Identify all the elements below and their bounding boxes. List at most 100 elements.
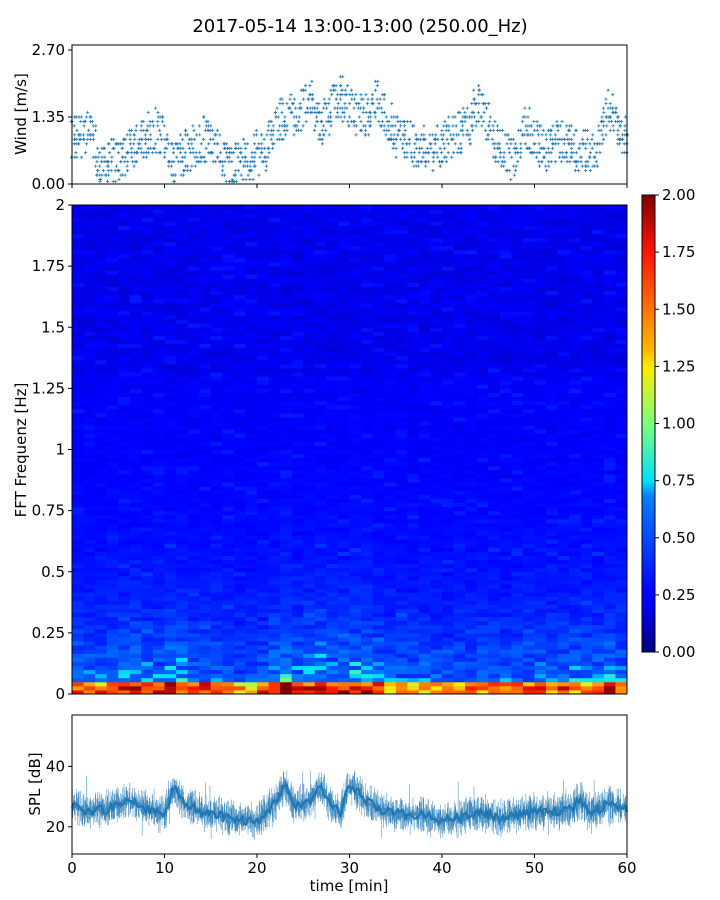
- spectrogram-cell: [129, 331, 142, 336]
- wind-point-1126: [556, 128, 560, 132]
- spectrogram-cell: [268, 665, 281, 671]
- wind-point-939: [472, 110, 476, 115]
- wind-point-121: [121, 142, 125, 146]
- spectrogram-cell: [268, 608, 281, 613]
- spectrogram-cell: [199, 490, 212, 495]
- wind-point-381: [234, 169, 238, 173]
- wind-point-338: [215, 128, 219, 132]
- spectrogram-cell: [129, 262, 142, 267]
- spectrogram-cell: [280, 653, 293, 658]
- spectrogram-cell: [83, 347, 96, 353]
- spectrogram-cell: [337, 249, 350, 255]
- spectrogram-cell: [291, 596, 304, 601]
- spectrogram-cell: [129, 319, 142, 324]
- spectrogram-cell: [395, 461, 408, 467]
- wind-point-725: [382, 124, 386, 128]
- spectrogram-cell: [129, 355, 142, 361]
- spectrogram-cell: [303, 359, 316, 365]
- spectrogram-cell: [291, 531, 304, 536]
- spectrogram-cell: [141, 502, 154, 508]
- spectrogram-cell: [314, 323, 327, 328]
- spectrogram-cell: [291, 286, 304, 292]
- spectrogram-cell: [303, 217, 316, 222]
- spectrogram-cell: [407, 502, 420, 508]
- spectrogram-cell: [118, 494, 131, 499]
- spectrogram-cell: [187, 408, 200, 414]
- spectrogram-cell: [141, 575, 154, 581]
- spectrogram-cell: [361, 429, 374, 434]
- spectrogram-cell: [268, 266, 281, 271]
- spectrogram-cell: [280, 445, 293, 451]
- spectrogram-cell: [106, 465, 119, 471]
- spectrogram-cell: [199, 465, 212, 471]
- wind-point-908: [460, 128, 464, 132]
- spectrogram-cell: [141, 559, 154, 565]
- wind-point-1144: [565, 133, 569, 137]
- spectrogram-cell: [384, 531, 397, 536]
- spectrogram-cell: [210, 596, 223, 601]
- wind-point-1012: [505, 142, 509, 146]
- wind-point-603: [329, 119, 333, 124]
- spectrogram-cell: [326, 543, 339, 548]
- wind-point-37: [84, 151, 88, 155]
- spectrogram-cell: [418, 645, 431, 650]
- spectrogram-cell: [268, 571, 281, 577]
- spectrogram-cell: [314, 608, 327, 613]
- spectrogram-cell: [349, 262, 362, 267]
- wind-point-107: [114, 179, 118, 184]
- spectrogram-cell: [314, 396, 327, 402]
- spectrogram-cell: [210, 388, 223, 393]
- spectrogram-cell: [176, 253, 189, 259]
- spectrogram-cell: [106, 665, 119, 671]
- spectrogram-cell: [187, 229, 200, 235]
- spectrogram-cell: [280, 608, 293, 613]
- spectrogram-cell: [268, 514, 281, 520]
- spectrogram-cell: [222, 351, 235, 357]
- spectrogram-cell: [291, 535, 304, 540]
- spectrogram-cell: [418, 555, 431, 561]
- spectrogram-cell: [129, 306, 142, 312]
- spectrogram-cell: [106, 429, 119, 434]
- wind-point-600: [328, 115, 332, 119]
- wind-point-771: [403, 133, 407, 137]
- spectrogram-cell: [187, 331, 200, 336]
- spectrogram-cell: [303, 661, 316, 666]
- spectrogram-cell: [326, 404, 339, 410]
- spectrogram-cell: [372, 294, 385, 300]
- wind-point-1064: [530, 124, 534, 128]
- spectrogram-cell: [407, 461, 420, 467]
- wind-point-1193: [585, 128, 590, 132]
- spectrogram-cell: [337, 274, 350, 279]
- wind-point-1223: [599, 128, 603, 132]
- spectrogram-cell: [384, 502, 397, 508]
- spectrogram-cell: [384, 245, 397, 251]
- spectrogram-cell: [384, 482, 397, 487]
- spectrogram-cell: [106, 616, 119, 622]
- spectrogram-cell: [303, 257, 316, 263]
- spectrogram-cell: [164, 282, 177, 288]
- spectrogram-cell: [268, 649, 281, 654]
- wind-point-153: [132, 133, 136, 137]
- spectrogram-cell: [210, 209, 223, 214]
- spectrogram-cell: [233, 579, 246, 585]
- spectrogram-cell: [210, 351, 223, 357]
- spectrogram-cell: [314, 661, 327, 666]
- spectrogram-cell: [349, 347, 362, 353]
- wind-point-543: [305, 106, 309, 110]
- spectrogram-cell: [326, 510, 339, 516]
- spectrogram-cell: [199, 217, 212, 222]
- wind-point-1020: [510, 155, 514, 159]
- spectrogram-cell: [303, 270, 316, 275]
- spectrogram-cell: [187, 482, 200, 487]
- spectrogram-cell: [303, 241, 316, 247]
- spectrogram-cell: [176, 433, 189, 438]
- spectrogram-cell: [384, 355, 397, 361]
- spectrogram-cell: [72, 310, 85, 316]
- spectrogram-cell: [303, 588, 316, 593]
- spectrogram-cell: [245, 376, 258, 381]
- spectrogram-cell: [349, 636, 362, 642]
- spectrogram-cell: [268, 526, 281, 532]
- spectrogram-cell: [361, 327, 374, 332]
- spectrogram-cell: [210, 245, 223, 251]
- spectrogram-cell: [326, 257, 339, 263]
